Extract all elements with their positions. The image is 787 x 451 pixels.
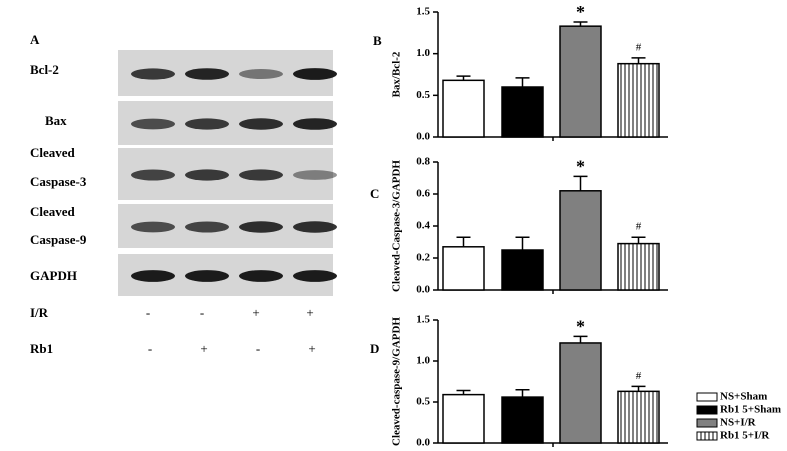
bar [617, 242, 660, 291]
panel-label: C [370, 186, 379, 201]
legend-swatch [696, 392, 718, 402]
bar [617, 62, 660, 138]
bar [442, 79, 485, 138]
blot-row-label: Caspase-3 [30, 174, 87, 189]
bar [501, 86, 544, 138]
legend-label: NS+I/R [720, 417, 757, 429]
y-tick-label: 0.5 [416, 89, 430, 101]
condition-label: Rb1 [30, 341, 53, 356]
error-bar [631, 385, 646, 392]
y-tick-label: 0.0 [416, 131, 430, 143]
error-bar [573, 335, 588, 343]
bar [442, 393, 485, 444]
blot-row-label: Caspase-9 [30, 232, 87, 247]
error-bar [456, 236, 471, 247]
significance-mark: * [576, 2, 585, 22]
panel-label: A [30, 32, 40, 47]
blot-band [293, 68, 337, 80]
blot-band [293, 118, 337, 130]
blot-band [293, 221, 337, 233]
condition-sign: + [306, 305, 313, 320]
error-bar [631, 57, 646, 64]
blot-band [131, 118, 175, 130]
bar [501, 249, 544, 291]
condition-sign: + [252, 305, 259, 320]
significance-mark: # [636, 41, 642, 53]
y-tick-label: 0.8 [416, 156, 430, 168]
panel-label: D [370, 341, 379, 356]
error-bar [631, 236, 646, 244]
condition-sign: + [200, 341, 207, 356]
y-tick-label: 0.0 [416, 437, 430, 449]
significance-mark: * [576, 157, 585, 177]
blot-band [131, 169, 175, 181]
blot-band [185, 169, 229, 181]
error-bar [573, 175, 588, 191]
condition-sign: - [256, 341, 260, 356]
y-tick-label: 0.4 [416, 220, 430, 232]
y-tick-label: 0.2 [416, 252, 430, 264]
condition-sign: + [308, 341, 315, 356]
significance-mark: * [576, 317, 585, 337]
blot-band [239, 118, 283, 130]
blot-row-label: Cleaved [30, 145, 76, 160]
blot-band [239, 169, 283, 181]
blot-row-label: GAPDH [30, 268, 77, 283]
y-tick-label: 1.0 [416, 47, 430, 59]
blot-band [185, 221, 229, 233]
y-tick-label: 0.6 [416, 188, 430, 200]
y-tick-label: 0.0 [416, 284, 430, 296]
condition-sign: - [200, 305, 204, 320]
legend-label: Rb1 5+I/R [720, 430, 770, 442]
bar [559, 342, 602, 444]
blot-band [185, 118, 229, 130]
legend-swatch [696, 431, 718, 441]
blot-row-label: Bax [45, 113, 67, 128]
condition-label: I/R [30, 305, 49, 320]
condition-sign: - [148, 341, 152, 356]
y-tick-label: 1.5 [416, 314, 430, 326]
blot-band [131, 68, 175, 80]
blot-band [131, 270, 175, 282]
legend-label: Rb1 5+Sham [720, 404, 781, 416]
blot-band [239, 221, 283, 233]
y-axis-label: Cleaved-caspase-9/GAPDH [391, 317, 403, 446]
bar [617, 390, 660, 444]
significance-mark: # [636, 221, 642, 233]
blot-row-label: Cleaved [30, 204, 76, 219]
legend-swatch [696, 405, 718, 415]
bar [442, 246, 485, 291]
error-bar [515, 236, 530, 250]
error-bar [456, 75, 471, 81]
legend-label: NS+Sham [720, 391, 767, 403]
significance-mark: # [636, 370, 642, 382]
error-bar [573, 21, 588, 27]
blot-band [185, 270, 229, 282]
blot-band [293, 270, 337, 282]
blot-band [131, 221, 175, 233]
error-bar [515, 77, 530, 87]
bar [559, 25, 602, 138]
y-tick-label: 1.0 [416, 355, 430, 367]
bar [501, 396, 544, 444]
blot-band [293, 170, 337, 180]
blot-band [185, 68, 229, 80]
panel-label: B [373, 33, 382, 48]
condition-sign: - [146, 305, 150, 320]
blot-band [239, 270, 283, 282]
y-axis-label: Cleaved-Caspase-3/GAPDH [391, 160, 403, 292]
error-bar [456, 389, 471, 395]
error-bar [515, 388, 530, 398]
blot-row-label: Bcl-2 [30, 62, 59, 77]
y-tick-label: 1.5 [416, 6, 430, 18]
legend-swatch [696, 418, 718, 428]
y-tick-label: 0.5 [416, 396, 430, 408]
bar [559, 190, 602, 291]
blot-band [239, 69, 283, 79]
y-axis-label: Bax/Bcl-2 [391, 51, 403, 97]
